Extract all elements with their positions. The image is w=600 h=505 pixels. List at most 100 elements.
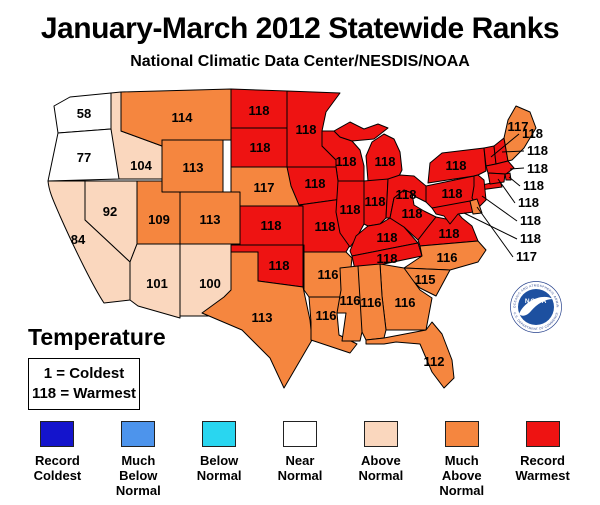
rank-label-ma: 118 (527, 161, 548, 176)
noaa-logo-globe (518, 289, 554, 325)
rank-label-va: 118 (439, 226, 460, 241)
legend-item-above_normal: Above Normal (340, 421, 421, 498)
rank-label-wv: 118 (402, 206, 423, 221)
rank-label-nh: 118 (527, 143, 548, 158)
rank-label-az: 101 (146, 276, 168, 291)
legend-swatch-much_below_normal (121, 421, 156, 447)
legend-item-much_below_normal: Much Below Normal (98, 421, 179, 498)
rank-label-nj: 118 (520, 213, 541, 228)
legend-swatch-much_above_normal (444, 421, 479, 447)
callout-line-nj (481, 195, 518, 222)
state-west-virginia (389, 189, 437, 241)
legend-swatch-record_warmest (525, 421, 560, 447)
legend-swatch-above_normal (363, 421, 398, 447)
rank-label-ks: 118 (261, 218, 282, 233)
callout-line-de (476, 206, 514, 258)
rank-label-ut: 109 (148, 212, 170, 227)
state-connecticut (487, 172, 506, 185)
rank-label-ny: 118 (446, 158, 467, 173)
rank-label-sd: 118 (250, 140, 271, 155)
legend-swatch-below_normal (202, 421, 237, 447)
rank-label-tn: 118 (377, 251, 398, 266)
noaa-logo-seagull-icon (519, 296, 553, 316)
legend-label-near_normal: Near Normal (277, 453, 323, 483)
rank-label-wi: 118 (336, 154, 357, 169)
legend-swatch-near_normal (283, 421, 317, 447)
rank-label-ct: 118 (518, 195, 539, 210)
rank-label-ne: 117 (254, 180, 275, 195)
rank-label-mo: 118 (315, 219, 336, 234)
legend-item-record_warmest: Record Warmest (502, 421, 583, 498)
rank-label-mt: 114 (172, 110, 194, 125)
noaa-logo-text: NOAA (525, 298, 547, 305)
legend-item-below_normal: Below Normal (179, 421, 260, 498)
state-mississippi (336, 265, 363, 342)
rank-label-ms: 116 (340, 293, 361, 308)
legend-label-record_warmest: Record Warmest (515, 453, 570, 483)
legend-label-above_normal: Above Normal (358, 453, 404, 483)
legend-item-record_coldest: Record Coldest (17, 421, 98, 498)
legend-label-much_below_normal: Much Below Normal (115, 453, 161, 498)
rank-label-pa: 118 (442, 186, 463, 201)
rank-label-nv: 92 (103, 204, 117, 219)
rank-label-md: 118 (520, 231, 541, 246)
legend-label-much_above_normal: Much Above Normal (439, 453, 485, 498)
state-arizona (129, 243, 181, 319)
rank-label-in: 118 (365, 194, 386, 209)
rank-label-mn: 118 (296, 122, 317, 137)
rank-label-al: 116 (361, 295, 382, 310)
northeast-callout-labels: 118 118 118 118 118 118 118 117 (516, 126, 548, 264)
legend-item-near_normal: Near Normal (260, 421, 341, 498)
rank-label-wy: 113 (183, 160, 204, 175)
scale-note-coldest: 1 = Coldest (43, 365, 125, 382)
state-maine (503, 105, 537, 162)
rank-label-nd: 118 (249, 103, 270, 118)
rank-label-ia: 118 (305, 176, 326, 191)
rank-label-il: 118 (340, 202, 361, 217)
temperature-heading: Temperature (28, 324, 166, 350)
legend-label-record_coldest: Record Coldest (33, 453, 82, 483)
callout-line-ma (509, 167, 525, 170)
rank-label-ga: 116 (395, 295, 416, 310)
rank-label-fl: 112 (424, 354, 445, 369)
state-rank-labels: 58 77 84 92 104 114 113 109 113 101 100 … (71, 103, 529, 369)
category-legend: Record Coldest Much Below Normal Below Nor… (17, 421, 583, 498)
rank-label-nm: 100 (199, 276, 221, 291)
rank-label-oh: 118 (396, 187, 417, 202)
legend-swatch-record_coldest (40, 421, 75, 447)
temperature-scale-box: 1 = Coldest 118 = Warmest (28, 358, 140, 410)
state-ohio (385, 174, 427, 219)
rank-label-de: 117 (516, 249, 537, 264)
state-florida (365, 321, 455, 389)
rank-label-mi: 118 (375, 154, 396, 169)
legend-label-below_normal: Below Normal (196, 453, 242, 483)
callout-line-ri (508, 176, 521, 187)
legend-item-much_above_normal: Much Above Normal (421, 421, 502, 498)
state-michigan-upper (333, 121, 389, 142)
state-rhode-island (504, 172, 512, 181)
state-california (47, 180, 131, 304)
rank-label-ok: 118 (269, 258, 290, 273)
page-title: January-March 2012 Statewide Ranks (40, 12, 560, 45)
rank-label-la: 116 (316, 308, 337, 323)
rank-label-me: 117 (508, 119, 529, 134)
rank-label-or: 77 (77, 150, 91, 165)
rank-label-tx: 113 (252, 310, 273, 325)
rank-label-id: 104 (130, 158, 152, 173)
state-north-carolina (403, 240, 487, 271)
northeast-callout-lines (463, 133, 525, 258)
state-texas (201, 251, 313, 389)
page-subtitle: National Climatic Data Center/NESDIS/NOA… (130, 53, 470, 70)
callout-line-ct (497, 178, 516, 204)
callout-line-vt (490, 133, 520, 158)
rank-label-nc: 116 (437, 250, 458, 265)
scale-note-warmest: 118 = Warmest (31, 385, 137, 402)
callout-line-nh (501, 150, 525, 153)
rank-label-wa: 58 (77, 106, 91, 121)
rank-label-co: 113 (200, 212, 221, 227)
rank-label-vt: 118 (522, 126, 543, 141)
rank-label-ca: 84 (71, 232, 86, 247)
rank-label-ri: 118 (523, 178, 544, 193)
